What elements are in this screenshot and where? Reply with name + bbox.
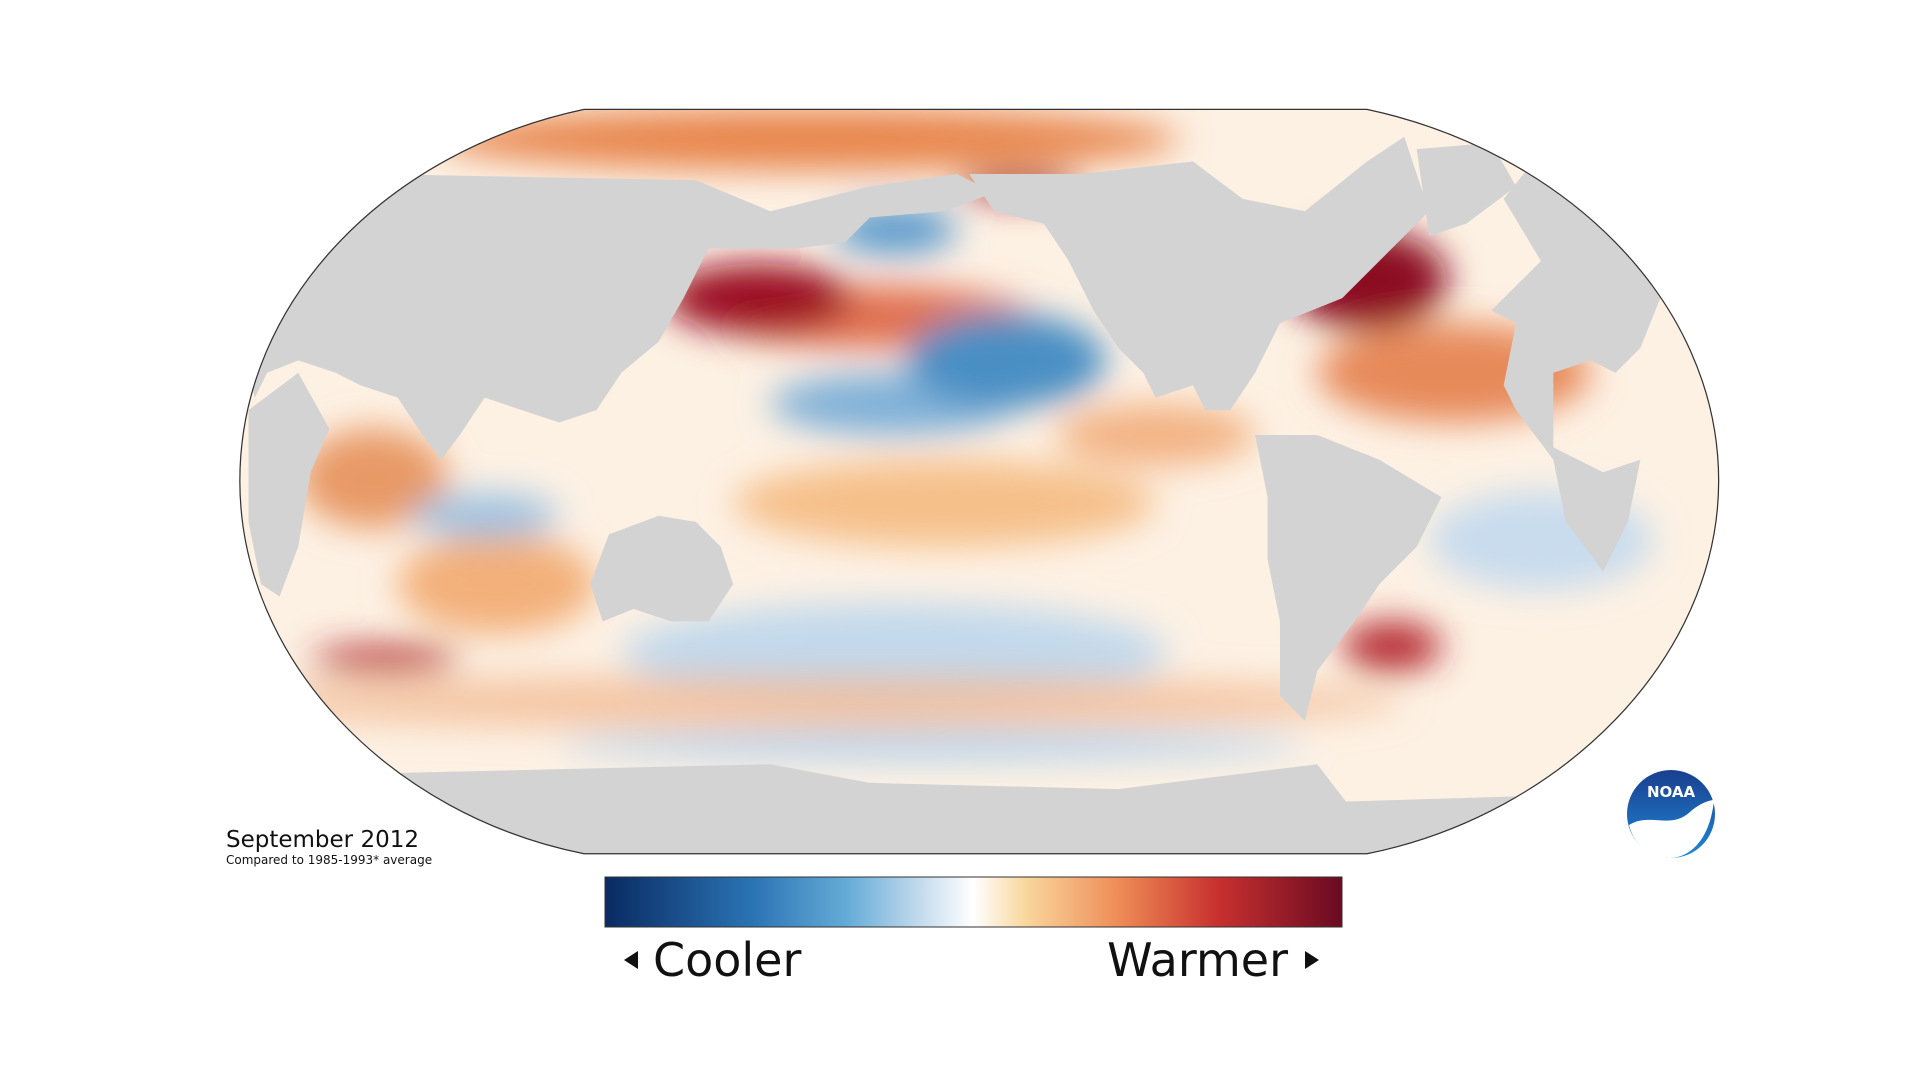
legend-high: Warmer (1107, 933, 1288, 987)
map-outline (239, 108, 1720, 855)
ocean-anomalies (239, 109, 1719, 854)
noaa-logo: NOAA (1627, 770, 1715, 858)
arrow-right (1305, 951, 1319, 969)
legend-low: Cooler (653, 933, 801, 987)
world-map (239, 108, 1720, 855)
arrow-left (624, 951, 638, 969)
logo-text: NOAA (1647, 783, 1696, 801)
color-scale (604, 876, 1343, 928)
land (239, 136, 1719, 854)
map-title: September 2012 (226, 827, 419, 853)
map-subtitle: Compared to 1985-1993* average (226, 853, 432, 867)
